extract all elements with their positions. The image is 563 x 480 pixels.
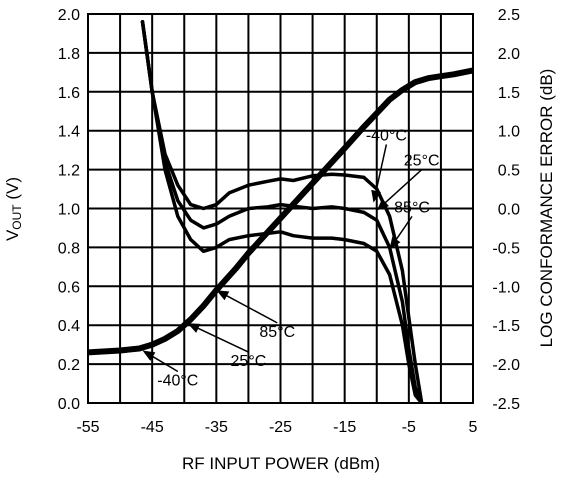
- tick-layer: -55 -45 -35 -25 -15 -5 50.00.20.40.60.81.01.21…: [58, 7, 520, 436]
- x-tick-label: -15: [333, 419, 356, 436]
- y-right-tick-label: -0.5: [492, 240, 520, 257]
- annotation-label: 25°C: [231, 353, 267, 370]
- y-left-tick-label: 1.8: [58, 46, 80, 63]
- y-right-tick-label: -1.5: [492, 318, 520, 335]
- x-tick-label: -55: [76, 419, 99, 436]
- annotation-arrowhead: [371, 189, 382, 203]
- y-left-tick-label: 0.0: [58, 396, 80, 413]
- left-axis-title-unit: (V): [3, 177, 22, 204]
- series-line-2: [140, 20, 424, 403]
- annotation-arrow: [149, 353, 179, 373]
- y-left-tick-label: 0.8: [58, 240, 80, 257]
- x-tick-label: -35: [205, 419, 228, 436]
- y-left-tick-label: 0.2: [58, 357, 80, 374]
- right-axis-title: LOG CONFORMANCE ERROR (dB): [537, 69, 556, 348]
- annotation-arrow: [223, 293, 278, 324]
- y-right-tick-label: 0.5: [498, 163, 520, 180]
- x-tick-label: -5: [402, 419, 416, 436]
- y-left-tick-label: 1.4: [58, 124, 80, 141]
- series-line-3: [140, 20, 424, 403]
- annotation-layer: -40°C 25°C 85°C 85°C 25°C -40°C: [142, 127, 440, 389]
- annotation-arrowhead: [389, 236, 401, 250]
- annotation-arrow: [382, 169, 423, 206]
- annotation-label: -40°C: [366, 127, 407, 144]
- y-right-tick-label: 1.0: [498, 124, 520, 141]
- x-tick-label: 5: [469, 419, 478, 436]
- plot-frame: [87, 13, 474, 404]
- y-right-tick-label: 0.0: [498, 202, 520, 219]
- y-right-tick-label: -1.0: [492, 279, 520, 296]
- y-left-tick-label: 2.0: [58, 7, 80, 24]
- x-tick-label: -45: [141, 419, 164, 436]
- y-right-tick-label: 2.5: [498, 7, 520, 24]
- x-tick-label: -25: [269, 419, 292, 436]
- y-left-tick-label: 1.0: [58, 202, 80, 219]
- series-line-0: [88, 67, 473, 356]
- annotation-arrowhead: [376, 198, 389, 211]
- annotation-label: 85°C: [394, 199, 430, 216]
- x-axis-title: RF INPUT POWER (dBm): [182, 454, 380, 473]
- y-right-tick-label: 2.0: [498, 46, 520, 63]
- annotation-label: 25°C: [404, 153, 440, 170]
- annotation-arrow: [374, 144, 388, 196]
- annotation-label: 85°C: [259, 324, 295, 341]
- y-left-tick-label: 1.6: [58, 85, 80, 102]
- y-right-tick-label: 1.5: [498, 85, 520, 102]
- left-axis-title-sub: OUT: [10, 204, 24, 230]
- annotation-arrowhead: [142, 350, 156, 361]
- y-right-tick-label: -2.5: [492, 396, 520, 413]
- left-axis-title: VOUT (V): [3, 177, 24, 241]
- y-right-tick-label: -2.0: [492, 357, 520, 374]
- annotation-arrowhead: [216, 290, 230, 301]
- annotation-arrow: [194, 325, 249, 353]
- annotation-label: -40°C: [157, 372, 198, 389]
- y-left-tick-label: 0.6: [58, 279, 80, 296]
- y-left-tick-label: 1.2: [58, 163, 80, 180]
- annotation-arrow: [393, 215, 413, 244]
- y-left-tick-label: 0.4: [58, 318, 80, 335]
- annotation-arrowhead: [187, 323, 201, 333]
- left-axis-title-main: V: [3, 229, 22, 241]
